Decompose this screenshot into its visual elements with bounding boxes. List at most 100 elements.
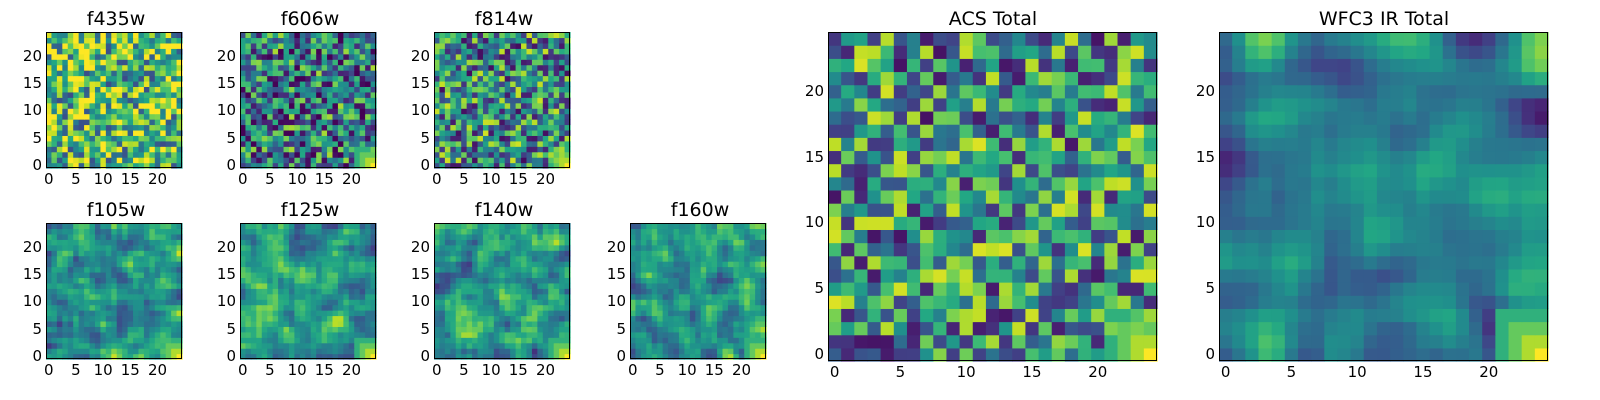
- heatmap-cell: [493, 239, 500, 246]
- heatmap-cell: [51, 299, 58, 306]
- heatmap-cell: [122, 42, 129, 49]
- heatmap-cell: [727, 342, 734, 349]
- heatmap-cell: [744, 228, 751, 235]
- heatmap-cell: [294, 266, 301, 273]
- heatmap-cell: [354, 255, 361, 262]
- heatmap-cell: [472, 304, 479, 311]
- heatmap-cell: [893, 110, 908, 125]
- heatmap-cell: [176, 233, 183, 240]
- heatmap-cell: [343, 266, 350, 273]
- heatmap-cell: [1051, 282, 1066, 296]
- heatmap-cell: [542, 70, 549, 77]
- heatmap-cell: [365, 53, 372, 60]
- heatmap-cell: [755, 299, 762, 306]
- heatmap-cell: [482, 304, 489, 311]
- heatmap-cell: [673, 342, 680, 349]
- heatmap-cell: [288, 32, 295, 39]
- heatmap-cell: [310, 102, 317, 109]
- heatmap-cell: [327, 91, 334, 98]
- heatmap-cell: [305, 293, 312, 300]
- y-tick-label: 5: [32, 319, 42, 338]
- heatmap-cell: [348, 124, 355, 131]
- heatmap-cell: [760, 310, 767, 317]
- heatmap-cell: [73, 86, 80, 93]
- heatmap-cell: [321, 97, 328, 104]
- heatmap-cell: [310, 42, 317, 49]
- heatmap-cell: [959, 334, 974, 349]
- heatmap-cell: [504, 53, 511, 60]
- heatmap-cell: [56, 48, 63, 55]
- heatmap-cell: [160, 288, 167, 295]
- heatmap-cell: [138, 80, 145, 87]
- heatmap-cell: [305, 140, 312, 147]
- heatmap-cell: [245, 151, 252, 158]
- heatmap-cell: [635, 288, 642, 295]
- heatmap-cell: [733, 271, 740, 278]
- heatmap-cell: [62, 48, 69, 55]
- panel-title: f606w: [280, 8, 340, 30]
- heatmap-cell: [1051, 308, 1066, 323]
- heatmap-cell: [143, 266, 150, 273]
- heatmap-cell: [127, 320, 134, 327]
- heatmap-cell: [635, 277, 642, 284]
- heatmap-cell: [321, 129, 328, 136]
- heatmap-cell: [305, 239, 312, 246]
- heatmap-cell: [1130, 97, 1145, 112]
- heatmap-cell: [455, 326, 462, 333]
- heatmap-cell: [78, 42, 85, 49]
- heatmap-cell: [828, 163, 842, 178]
- heatmap-cell: [477, 119, 484, 126]
- heatmap-cell: [450, 113, 457, 120]
- heatmap-cell: [111, 48, 118, 55]
- heatmap-cell: [521, 80, 528, 87]
- heatmap-cell: [678, 223, 685, 230]
- heatmap-cell: [439, 233, 446, 240]
- heatmap-cell: [841, 268, 855, 283]
- heatmap-cell: [256, 223, 263, 230]
- heatmap-cell: [906, 137, 921, 152]
- heatmap-cell: [348, 261, 355, 268]
- heatmap-cell: [370, 75, 377, 82]
- heatmap-cell: [548, 348, 555, 355]
- heatmap-cell: [111, 310, 118, 317]
- heatmap-cell: [299, 129, 306, 136]
- heatmap-cell: [700, 315, 707, 322]
- heatmap-cell: [1051, 176, 1066, 191]
- heatmap-cell: [985, 216, 1000, 230]
- heatmap-cell: [493, 75, 500, 82]
- heatmap-cell: [138, 342, 145, 349]
- heatmap-cell: [111, 288, 118, 295]
- heatmap-cell: [461, 293, 468, 300]
- heatmap-cell: [51, 337, 58, 344]
- heatmap-cell: [657, 315, 664, 322]
- heatmap-cell: [1104, 203, 1119, 217]
- heatmap-cell: [717, 348, 724, 355]
- heatmap-cell: [985, 229, 1000, 244]
- heatmap-cell: [695, 228, 702, 235]
- heatmap-cell: [651, 261, 658, 268]
- heatmap-cell: [678, 342, 685, 349]
- heatmap-cell: [337, 80, 344, 87]
- heatmap-cell: [73, 80, 80, 87]
- heatmap-cell: [94, 266, 101, 273]
- heatmap-cell: [515, 223, 522, 230]
- heatmap-cell: [348, 310, 355, 317]
- heatmap-cell: [1078, 255, 1092, 270]
- heatmap-cell: [854, 97, 869, 112]
- heatmap-cell: [559, 129, 566, 136]
- panel-f606w: f606w 0 5 10 15 20 0 5 10 15 20: [217, 8, 380, 188]
- heatmap-cell: [165, 80, 172, 87]
- heatmap-cell: [84, 91, 91, 98]
- heatmap-cell: [359, 239, 366, 246]
- heatmap-cell: [946, 242, 961, 257]
- heatmap-cell: [316, 113, 323, 120]
- heatmap-cell: [154, 97, 161, 104]
- heatmap-cell: [67, 42, 74, 49]
- heatmap-cell: [370, 135, 377, 142]
- heatmap-cell: [531, 255, 538, 262]
- heatmap-cell: [1038, 203, 1053, 217]
- heatmap-cell: [455, 337, 462, 344]
- heatmap-cell: [84, 337, 91, 344]
- heatmap-cell: [521, 271, 528, 278]
- heatmap-cell: [444, 113, 451, 120]
